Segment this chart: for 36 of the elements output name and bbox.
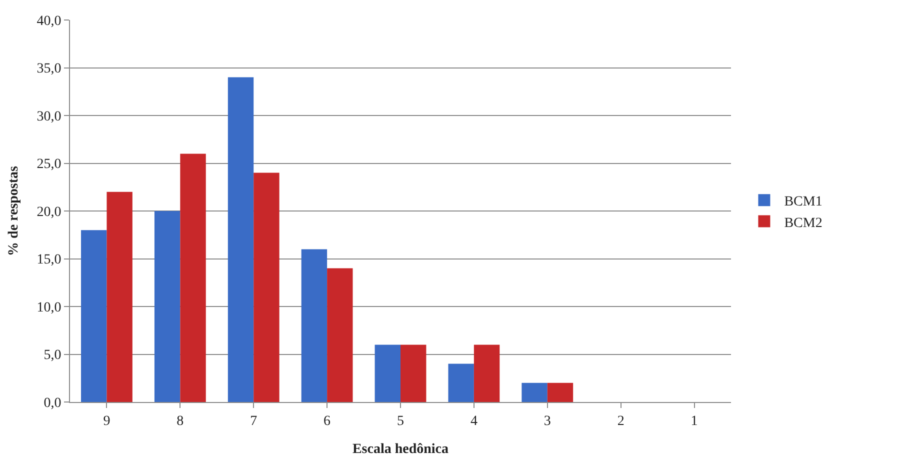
bar [154,211,180,402]
bar [254,172,280,402]
y-tick-label: 35,0 [36,62,62,77]
y-tick-label: 20,0 [36,204,62,220]
bar [522,382,548,402]
y-tick-label: 40,0 [36,14,62,29]
x-tick-label: 3 [544,414,551,429]
x-axis-title: Escala hedônica [352,442,449,458]
y-tick-label: 10,0 [36,300,62,316]
x-tick-label: 9 [103,414,110,429]
x-tick-label: 4 [470,414,478,429]
bar [106,192,132,402]
y-tick-label: 15,0 [36,252,62,268]
y-tick-label: 30,0 [36,109,62,124]
legend-label: BCM2 [784,216,822,231]
bar [547,382,574,402]
x-tick-label: 5 [397,414,404,429]
y-tick-label: 25,0 [36,157,62,172]
bar [228,77,254,402]
x-tick-label: 7 [250,414,258,429]
y-tick-label: 0,0 [44,396,62,411]
bar [448,364,474,402]
bar [301,249,328,402]
bar [474,344,500,402]
y-axis-title: % de respostas [6,165,22,256]
y-tick-label: 5,0 [44,348,62,364]
bar [81,230,107,402]
legend-label: BCM1 [784,194,822,210]
x-tick-label: 1 [690,414,698,429]
x-tick-label: 2 [617,414,624,429]
x-tick-label: 8 [176,414,184,429]
bar [327,268,353,402]
bar [400,344,426,402]
x-tick-label: 6 [324,414,331,429]
bar [374,344,400,402]
bar [180,154,206,402]
